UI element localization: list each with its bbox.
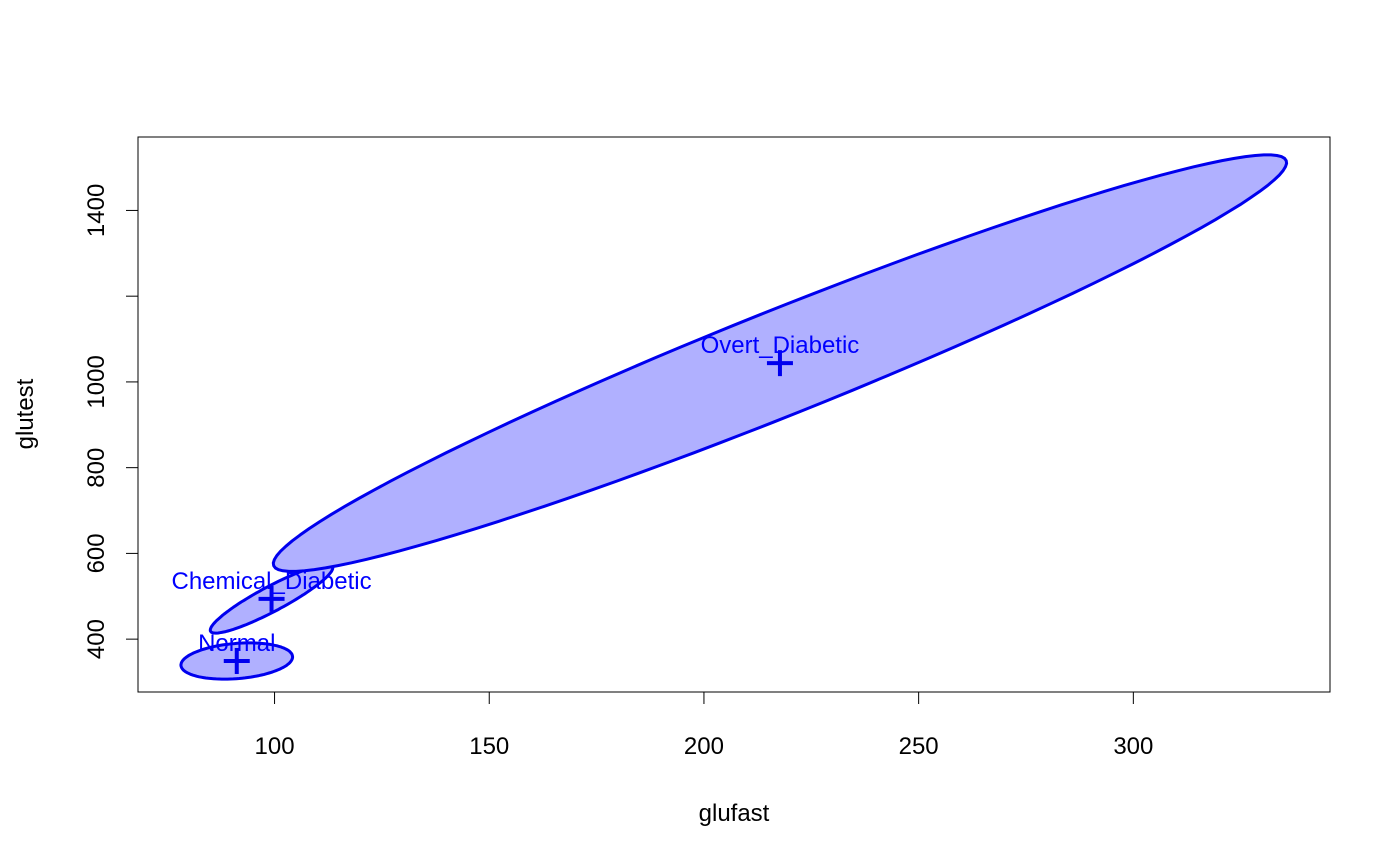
y-tick-label: 800 xyxy=(83,448,110,488)
centroid-marker xyxy=(258,585,285,612)
group-label-normal: Normal xyxy=(198,630,275,657)
x-tick-label: 150 xyxy=(469,733,509,760)
x-tick-label: 250 xyxy=(899,733,939,760)
y-axis: 400 600 800 1000 1400 xyxy=(83,184,139,659)
group-labels: Normal Chemical_Diabetic Overt_Diabetic xyxy=(171,332,859,657)
y-tick-label: 400 xyxy=(83,619,110,659)
group-ellipses xyxy=(179,153,1289,681)
group-label-chemical-diabetic: Chemical_Diabetic xyxy=(171,568,371,595)
centroid-markers xyxy=(223,350,793,675)
x-axis: 100 150 200 250 300 xyxy=(255,691,1153,760)
x-tick-label: 100 xyxy=(255,733,295,760)
group-label-overt-diabetic: Overt_Diabetic xyxy=(701,332,860,359)
x-axis-title: glufast xyxy=(699,800,770,827)
y-tick-label: 1000 xyxy=(83,355,110,408)
x-tick-label: 200 xyxy=(684,733,724,760)
y-tick-label: 600 xyxy=(83,533,110,573)
centroid-marker xyxy=(223,648,250,675)
y-axis-title: glutest xyxy=(12,378,39,449)
y-tick-label: 1400 xyxy=(83,184,110,237)
centroid-marker xyxy=(766,350,793,377)
x-tick-label: 300 xyxy=(1113,733,1153,760)
